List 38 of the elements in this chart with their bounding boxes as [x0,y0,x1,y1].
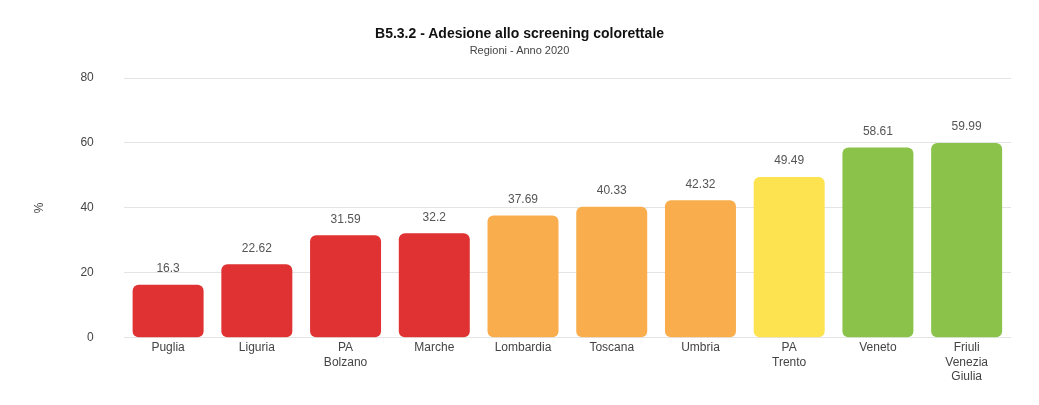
y-tick-label: 60 [80,135,95,150]
x-tick-label: PA Trento [772,340,807,369]
bar [842,147,914,338]
data-label: 42.32 [685,176,716,191]
data-label: 32.2 [422,209,447,224]
x-tick-label: Umbria [681,340,721,355]
data-label: 49.49 [774,153,805,168]
data-label: 16.3 [156,261,181,276]
data-label: 59.99 [951,119,982,134]
bar [398,233,470,338]
bar [221,264,293,338]
x-tick-label: Veneto [859,340,897,355]
x-tick-label: Lombardia [494,340,552,355]
bar [931,142,1003,338]
y-tick-label: 20 [80,265,95,280]
data-label: 31.59 [330,211,361,226]
x-tick-label: Toscana [589,340,635,355]
y-axis-title: % [31,202,46,214]
data-label: 58.61 [862,123,894,138]
x-tick-label: PA Bolzano [323,340,368,369]
x-tick-label: Marche [414,340,455,355]
bar [132,284,204,338]
bar [310,235,382,338]
bar [753,177,825,338]
y-tick-label: 0 [87,330,95,345]
bar [664,200,736,338]
data-label: 37.69 [508,191,539,206]
x-tick-label: Friuli Venezia Giulia [945,340,989,384]
bar [576,206,648,338]
y-tick-label: 40 [80,200,95,215]
bar [487,215,559,338]
chart-title: B5.3.2 - Adesione allo screening colorettale [375,25,665,42]
y-tick-label: 80 [80,70,95,85]
chart-subtitle: Regioni - Anno 2020 [469,44,570,57]
data-label: 22.62 [241,240,273,255]
x-tick-label: Puglia [151,340,186,355]
x-tick-label: Liguria [238,340,276,355]
data-label: 40.33 [596,183,628,198]
